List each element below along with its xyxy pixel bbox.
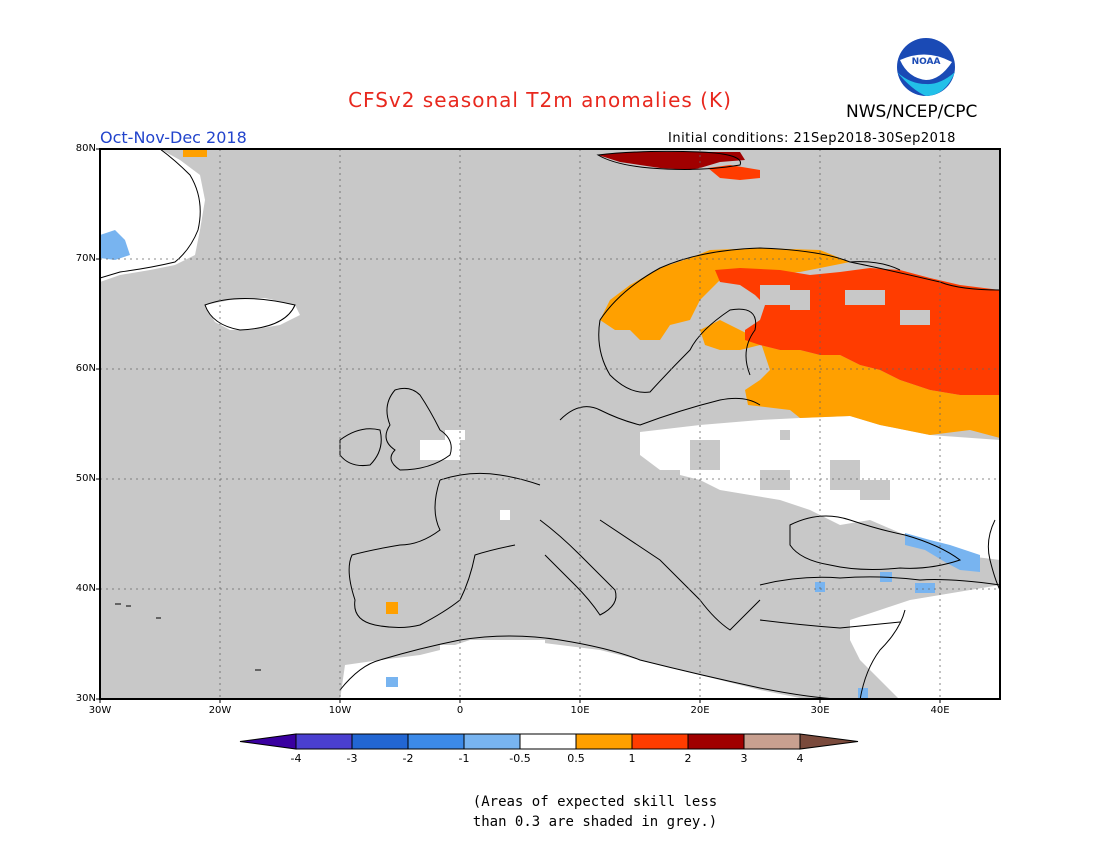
skill-note-line2: than 0.3 are shaded in grey.) <box>472 814 718 830</box>
map-frame <box>99 148 1001 700</box>
colorbar-bin-2 <box>351 733 409 750</box>
colorbar-bin-10 <box>799 733 859 750</box>
lat-label-80n: 80N <box>75 143 96 154</box>
lon-label-30w: 30W <box>88 705 112 716</box>
map-title-text: CFSv2 seasonal T2m anomalies (K) <box>348 88 732 112</box>
lon-label-10w: 10W <box>328 705 352 716</box>
lat-label-50n: 50N <box>75 473 96 484</box>
low-skill-patches <box>620 285 930 530</box>
colorbar-label: 4 <box>796 752 804 765</box>
colorbar-label: -2 <box>402 752 414 765</box>
anomaly-0.5-1 <box>183 149 1000 614</box>
colorbar-bin-8 <box>687 733 745 750</box>
graticule <box>100 149 1000 699</box>
season-label: Oct-Nov-Dec 2018 <box>100 128 247 147</box>
axis-ticks <box>96 148 941 703</box>
colorbar-label: 0.5 <box>567 752 585 765</box>
colorbar-label: -4 <box>290 752 302 765</box>
lat-label-40n: 40N <box>75 583 96 594</box>
lat-label-70n: 70N <box>75 253 96 264</box>
colorbar-label: -0.5 <box>509 752 531 765</box>
colorbar-bin-4 <box>463 733 521 750</box>
lon-label-20w: 20W <box>208 705 232 716</box>
lat-label-30n: 30N <box>75 693 96 704</box>
colorbar-label: -1 <box>458 752 470 765</box>
colorbar-bin-5 <box>519 733 577 750</box>
lon-label-40e: 40E <box>930 705 950 716</box>
colorbar-bin-3 <box>407 733 465 750</box>
map-title: CFSv2 seasonal T2m anomalies (K) <box>0 88 1100 112</box>
colorbar-bin-0 <box>239 733 297 750</box>
colorbar-bin-1 <box>295 733 353 750</box>
organization-label: NWS/NCEP/CPC <box>846 102 978 122</box>
lon-label-10e: 10E <box>570 705 590 716</box>
colorbar-bin-9 <box>743 733 801 750</box>
colorbar-bin-6 <box>575 733 633 750</box>
anomaly-2-3 <box>598 152 745 170</box>
lon-label-0: 0 <box>456 705 464 716</box>
initial-conditions-label: Initial conditions: 21Sep2018-30Sep2018 <box>668 131 956 146</box>
colorbar-bin-7 <box>631 733 689 750</box>
skill-note-line1: (Areas of expected skill less <box>472 794 718 810</box>
colorbar-label: 2 <box>684 752 692 765</box>
colorbar-label: -3 <box>346 752 358 765</box>
colorbar <box>239 733 859 750</box>
lat-label-60n: 60N <box>75 363 96 374</box>
anomaly-neg-0.5-neg-1 <box>100 230 980 699</box>
skill-note: (Areas of expected skill less than 0.3 a… <box>0 792 1100 832</box>
lon-label-20e: 20E <box>690 705 710 716</box>
colorbar-label: 1 <box>628 752 636 765</box>
colorbar-label: 3 <box>740 752 748 765</box>
lon-label-30e: 30E <box>810 705 830 716</box>
